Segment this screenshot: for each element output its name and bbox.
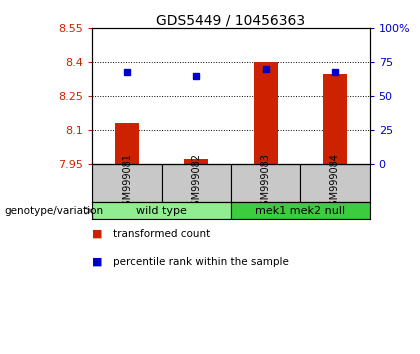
Bar [323,74,347,164]
Text: ■: ■ [92,229,103,239]
Bar [231,164,300,202]
Bar [300,164,370,202]
Text: GSM999084: GSM999084 [330,153,340,212]
Text: GSM999083: GSM999083 [261,153,270,212]
Text: mek1 mek2 null: mek1 mek2 null [255,206,345,216]
Text: GSM999081: GSM999081 [122,153,132,212]
Text: ■: ■ [92,257,103,267]
Text: GSM999082: GSM999082 [192,153,201,212]
Text: transformed count: transformed count [113,229,211,239]
Text: wild type: wild type [136,206,187,216]
Bar [231,202,370,219]
Text: percentile rank within the sample: percentile rank within the sample [113,257,289,267]
Bar [92,202,231,219]
Bar [115,123,139,164]
Text: genotype/variation: genotype/variation [4,206,103,216]
Bar [92,164,162,202]
Title: GDS5449 / 10456363: GDS5449 / 10456363 [156,13,306,27]
Bar [254,62,278,164]
Bar [184,159,208,164]
Bar [162,164,231,202]
